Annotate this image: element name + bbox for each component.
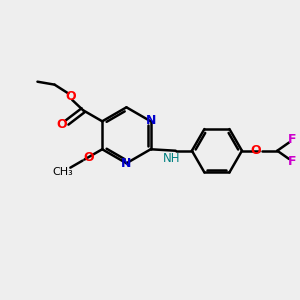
Text: CH₃: CH₃ — [52, 167, 73, 177]
Text: N: N — [121, 157, 132, 170]
Text: O: O — [65, 91, 76, 103]
Text: F: F — [288, 133, 296, 146]
Text: O: O — [250, 144, 260, 157]
Text: F: F — [288, 155, 296, 168]
Text: N: N — [146, 114, 157, 127]
Text: O: O — [83, 151, 94, 164]
Text: NH: NH — [163, 152, 180, 166]
Text: O: O — [56, 118, 67, 130]
